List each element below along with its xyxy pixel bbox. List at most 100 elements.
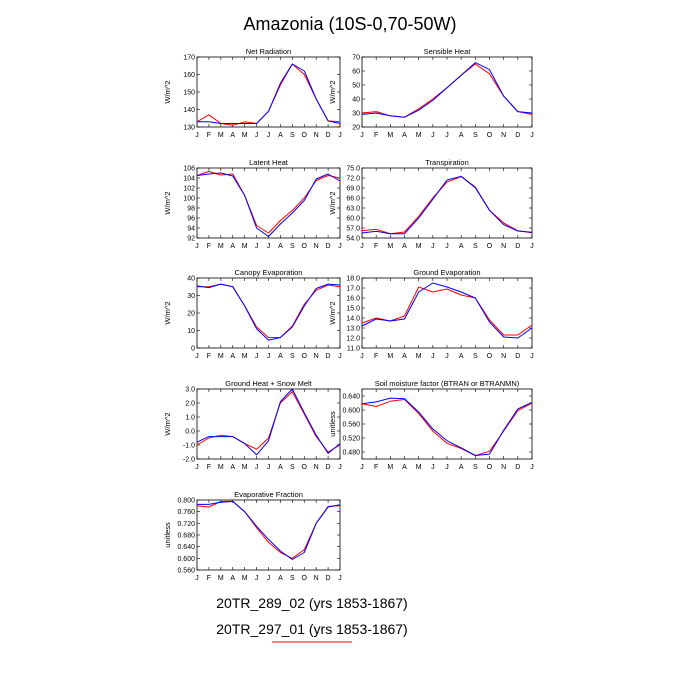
y-tick-label: 0.720 (177, 521, 195, 528)
y-tick-label: 50 (352, 83, 360, 90)
y-tick-label: 150 (183, 90, 195, 97)
y-tick-label: 106 (183, 166, 195, 173)
y-tick-label: 1.0 (185, 415, 195, 422)
x-tick-label: A (278, 353, 283, 360)
y-tick-label: 160 (183, 72, 195, 79)
x-tick-label: A (230, 575, 235, 582)
x-tick-label: M (218, 575, 224, 582)
panel-title: Net Radiation (246, 47, 291, 56)
x-tick-label: S (290, 132, 295, 139)
x-tick-label: J (530, 243, 534, 250)
panel-title: Canopy Evaporation (235, 268, 303, 277)
x-tick-label: J (530, 464, 534, 471)
panel-title: Ground Heat + Snow Melt (225, 379, 312, 388)
y-axis-label: W/m^2 (163, 80, 172, 103)
x-tick-label: N (501, 464, 506, 471)
y-tick-label: 30 (187, 293, 195, 300)
x-tick-label: J (530, 132, 534, 139)
x-tick-label: A (459, 464, 464, 471)
x-tick-label: N (314, 575, 319, 582)
y-axis-label: W/m^2 (328, 191, 337, 214)
x-tick-label: S (290, 243, 295, 250)
x-tick-label: J (255, 243, 259, 250)
y-tick-label: 0.560 (177, 568, 195, 575)
y-tick-label: 60 (352, 69, 360, 76)
x-tick-label: J (195, 353, 199, 360)
y-tick-label: 0.480 (342, 450, 360, 457)
x-tick-label: J (195, 243, 199, 250)
x-tick-label: O (302, 353, 308, 360)
x-tick-label: A (402, 353, 407, 360)
y-tick-label: 94 (187, 226, 195, 233)
x-tick-label: A (230, 243, 235, 250)
x-tick-label: M (218, 464, 224, 471)
x-tick-label: J (255, 464, 259, 471)
x-tick-label: F (207, 575, 211, 582)
y-tick-label: 130 (183, 125, 195, 132)
x-tick-label: J (360, 353, 364, 360)
x-tick-label: N (501, 243, 506, 250)
x-tick-label: J (195, 575, 199, 582)
x-tick-label: F (374, 353, 378, 360)
y-tick-label: 14.0 (346, 316, 360, 323)
x-tick-label: J (360, 243, 364, 250)
x-tick-label: O (302, 243, 308, 250)
series-line-blue (197, 501, 341, 560)
x-tick-label: J (267, 575, 271, 582)
y-tick-label: 15.0 (346, 306, 360, 313)
series-line-blue (197, 63, 341, 124)
x-tick-label: M (416, 243, 422, 250)
x-tick-label: M (387, 353, 393, 360)
x-tick-label: J (431, 464, 435, 471)
series-line-blue (196, 283, 341, 341)
x-tick-label: J (267, 132, 271, 139)
y-tick-label: 92 (187, 236, 195, 243)
panel-title: Ground Evaporation (413, 268, 480, 277)
x-tick-label: N (314, 353, 319, 360)
x-tick-label: J (445, 243, 449, 250)
y-tick-label: 0.0 (185, 429, 195, 436)
x-tick-label: F (207, 132, 211, 139)
x-tick-label: A (278, 243, 283, 250)
x-tick-label: J (255, 353, 259, 360)
x-tick-label: M (416, 464, 422, 471)
x-tick-label: M (242, 464, 248, 471)
x-tick-label: M (242, 353, 248, 360)
x-tick-label: D (326, 575, 331, 582)
y-tick-label: 40 (352, 97, 360, 104)
x-tick-label: N (501, 353, 506, 360)
series-line-blue (361, 397, 533, 456)
x-tick-label: J (338, 243, 342, 250)
y-axis-label: W/m^2 (163, 191, 172, 214)
x-tick-label: M (242, 575, 248, 582)
x-tick-label: F (374, 132, 378, 139)
y-tick-label: 3.0 (185, 387, 195, 394)
legend-label-1: 20TR_289_02 (yrs 1853-1867) (216, 595, 407, 611)
y-tick-label: 10 (187, 328, 195, 335)
series-line-red (196, 171, 341, 234)
y-tick-label: 57.0 (346, 226, 360, 233)
x-tick-label: A (459, 243, 464, 250)
y-tick-label: 170 (183, 55, 195, 62)
y-tick-label: 0.800 (177, 498, 195, 505)
y-tick-label: 0 (191, 346, 195, 353)
x-tick-label: A (402, 243, 407, 250)
y-axis-label: W/m^2 (163, 301, 172, 324)
legend: 20TR_289_02 (yrs 1853-1867) 20TR_297_01 … (216, 595, 408, 643)
y-tick-label: 17.0 (346, 286, 360, 293)
x-tick-label: A (402, 464, 407, 471)
panel-8: Soil moisture factor (BTRAN or BTRANMN) J… (328, 379, 534, 471)
x-tick-label: D (326, 243, 331, 250)
x-tick-label: D (326, 132, 331, 139)
y-tick-label: 0.760 (177, 509, 195, 516)
x-tick-label: M (416, 132, 422, 139)
x-tick-label: N (314, 243, 319, 250)
x-tick-label: D (515, 132, 520, 139)
y-axis-label: W/m^2 (328, 80, 337, 103)
x-tick-label: J (195, 132, 199, 139)
